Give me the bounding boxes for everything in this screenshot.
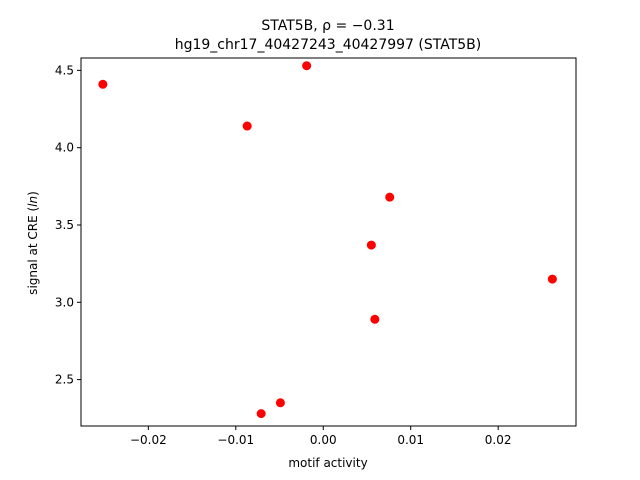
axes-frame (80, 57, 577, 427)
data-point (242, 121, 252, 131)
data-point (370, 314, 380, 324)
y-tick-label: 4.0 (55, 141, 74, 155)
y-axis-label-prefix: signal at CRE ( (26, 207, 40, 295)
data-point (302, 61, 312, 71)
x-axis-ticks: −0.02 −0.01 0.00 0.01 0.02 (130, 426, 512, 447)
y-axis-label: signal at CRE (ln) (26, 191, 40, 295)
data-point (547, 274, 557, 284)
x-tick-label: 0.02 (485, 433, 512, 447)
data-point (98, 79, 108, 89)
y-tick-label: 4.5 (55, 63, 74, 77)
data-point (256, 409, 266, 419)
y-tick-label: 2.5 (55, 373, 74, 387)
data-point (385, 192, 395, 202)
y-axis-ticks: 2.5 3.0 3.5 4.0 4.5 (55, 63, 81, 387)
y-axis-label-suffix: ) (26, 191, 40, 196)
y-tick-label: 3.5 (55, 218, 74, 232)
y-axis-label-italic: ln (26, 196, 40, 207)
x-tick-label: −0.02 (130, 433, 167, 447)
x-tick-label: 0.00 (310, 433, 337, 447)
x-tick-label: 0.01 (397, 433, 424, 447)
data-points (98, 61, 557, 419)
chart-title-line-2: hg19_chr17_40427243_40427997 (STAT5B) (175, 37, 482, 53)
data-point (366, 240, 376, 250)
x-axis-label: motif activity (288, 456, 367, 470)
y-tick-label: 3.0 (55, 295, 74, 309)
chart-title-line-1: STAT5B, ρ = −0.31 (261, 18, 394, 34)
x-tick-label: −0.01 (217, 433, 254, 447)
data-point (275, 398, 285, 408)
plot-area: −0.02 −0.01 0.00 0.01 0.02 2.5 3.0 3.5 4.0 4.5 (55, 57, 577, 447)
